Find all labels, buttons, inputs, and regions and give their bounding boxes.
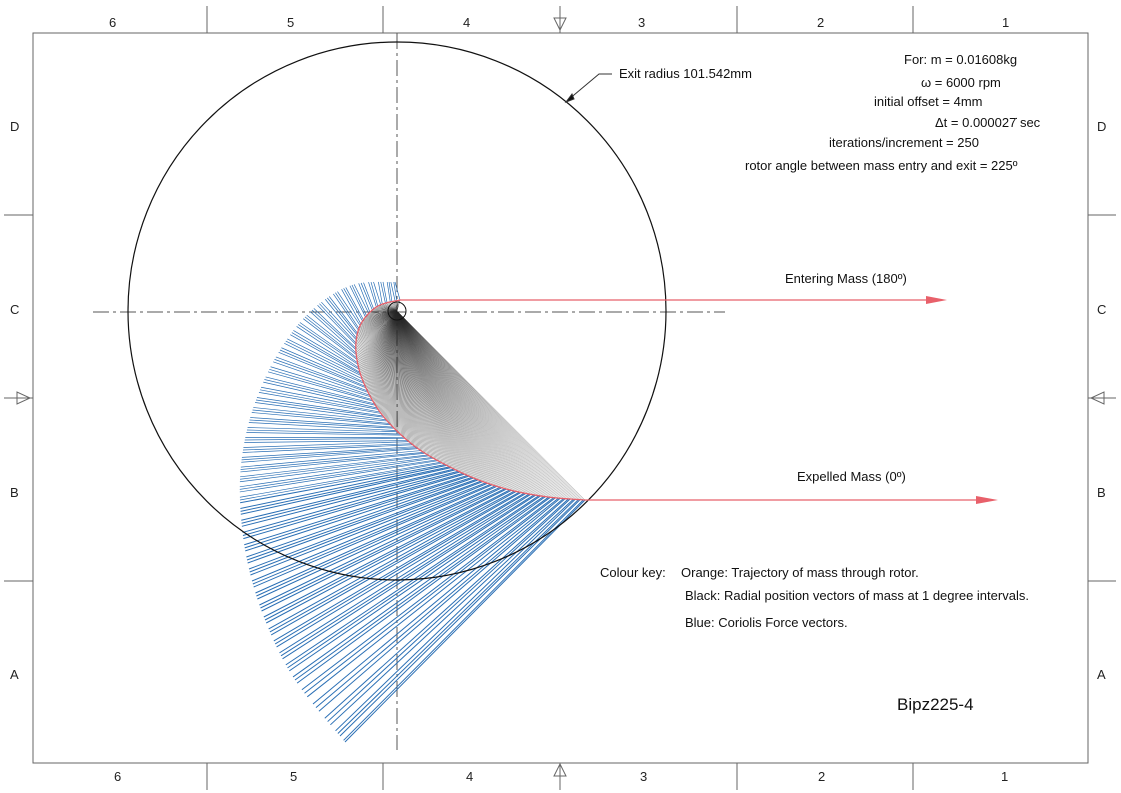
column-label-bottom-3: 3 [640, 769, 648, 784]
row-label-right-B: B [1097, 485, 1106, 500]
colour-key-black: Black: Radial position vectors of mass a… [685, 588, 1029, 603]
centerlines [93, 33, 725, 750]
entering-mass-label: Entering Mass (180º) [785, 271, 907, 286]
coriolis-force-vectors [239, 281, 586, 743]
row-label-right-A: A [1097, 667, 1106, 682]
column-label-top-6: 6 [109, 15, 117, 30]
param-omega: ω = 6000 rpm [921, 75, 1001, 90]
param-rotor-angle: rotor angle between mass entry and exit … [745, 158, 1018, 173]
exit-radius-leader [564, 73, 612, 104]
row-label-left-B: B [10, 485, 19, 500]
param-mass: For: m = 0.01608kg [904, 52, 1018, 67]
drawing-frame [4, 6, 1116, 790]
param-delta-t: Δt = 0.000027̇ sec [935, 115, 1041, 130]
mass-trajectory [355, 299, 586, 501]
column-label-bottom-5: 5 [290, 769, 298, 784]
row-label-left-A: A [10, 667, 19, 682]
param-initial-offset: initial offset = 4mm [874, 94, 983, 109]
expelled-mass-arrow [585, 496, 998, 504]
entry-point-circle [387, 301, 407, 321]
radial-position-vectors [355, 299, 586, 501]
row-label-left-D: D [10, 119, 20, 134]
exit-radius-circle [127, 41, 667, 581]
row-label-left-C: C [10, 302, 20, 317]
colour-key-orange: Orange: Trajectory of mass through rotor… [681, 565, 919, 580]
drawing-id: Bipz225-4 [897, 695, 974, 714]
row-label-right-D: D [1097, 119, 1107, 134]
column-label-bottom-2: 2 [818, 769, 826, 784]
param-iterations: iterations/increment = 250 [829, 135, 979, 150]
column-label-top-3: 3 [638, 15, 646, 30]
column-label-top-1: 1 [1002, 15, 1010, 30]
column-label-bottom-4: 4 [466, 769, 474, 784]
expelled-mass-label: Expelled Mass (0º) [797, 469, 906, 484]
exit-radius-label: Exit radius 101.542mm [619, 66, 752, 81]
entering-mass-arrow [400, 296, 947, 304]
column-label-top-2: 2 [817, 15, 825, 30]
column-label-bottom-6: 6 [114, 769, 122, 784]
colour-key-title: Colour key: [600, 565, 666, 580]
column-label-top-4: 4 [463, 15, 471, 30]
row-label-right-C: C [1097, 302, 1107, 317]
colour-key-blue: Blue: Coriolis Force vectors. [685, 615, 848, 630]
column-label-bottom-1: 1 [1001, 769, 1009, 784]
column-label-top-5: 5 [287, 15, 295, 30]
